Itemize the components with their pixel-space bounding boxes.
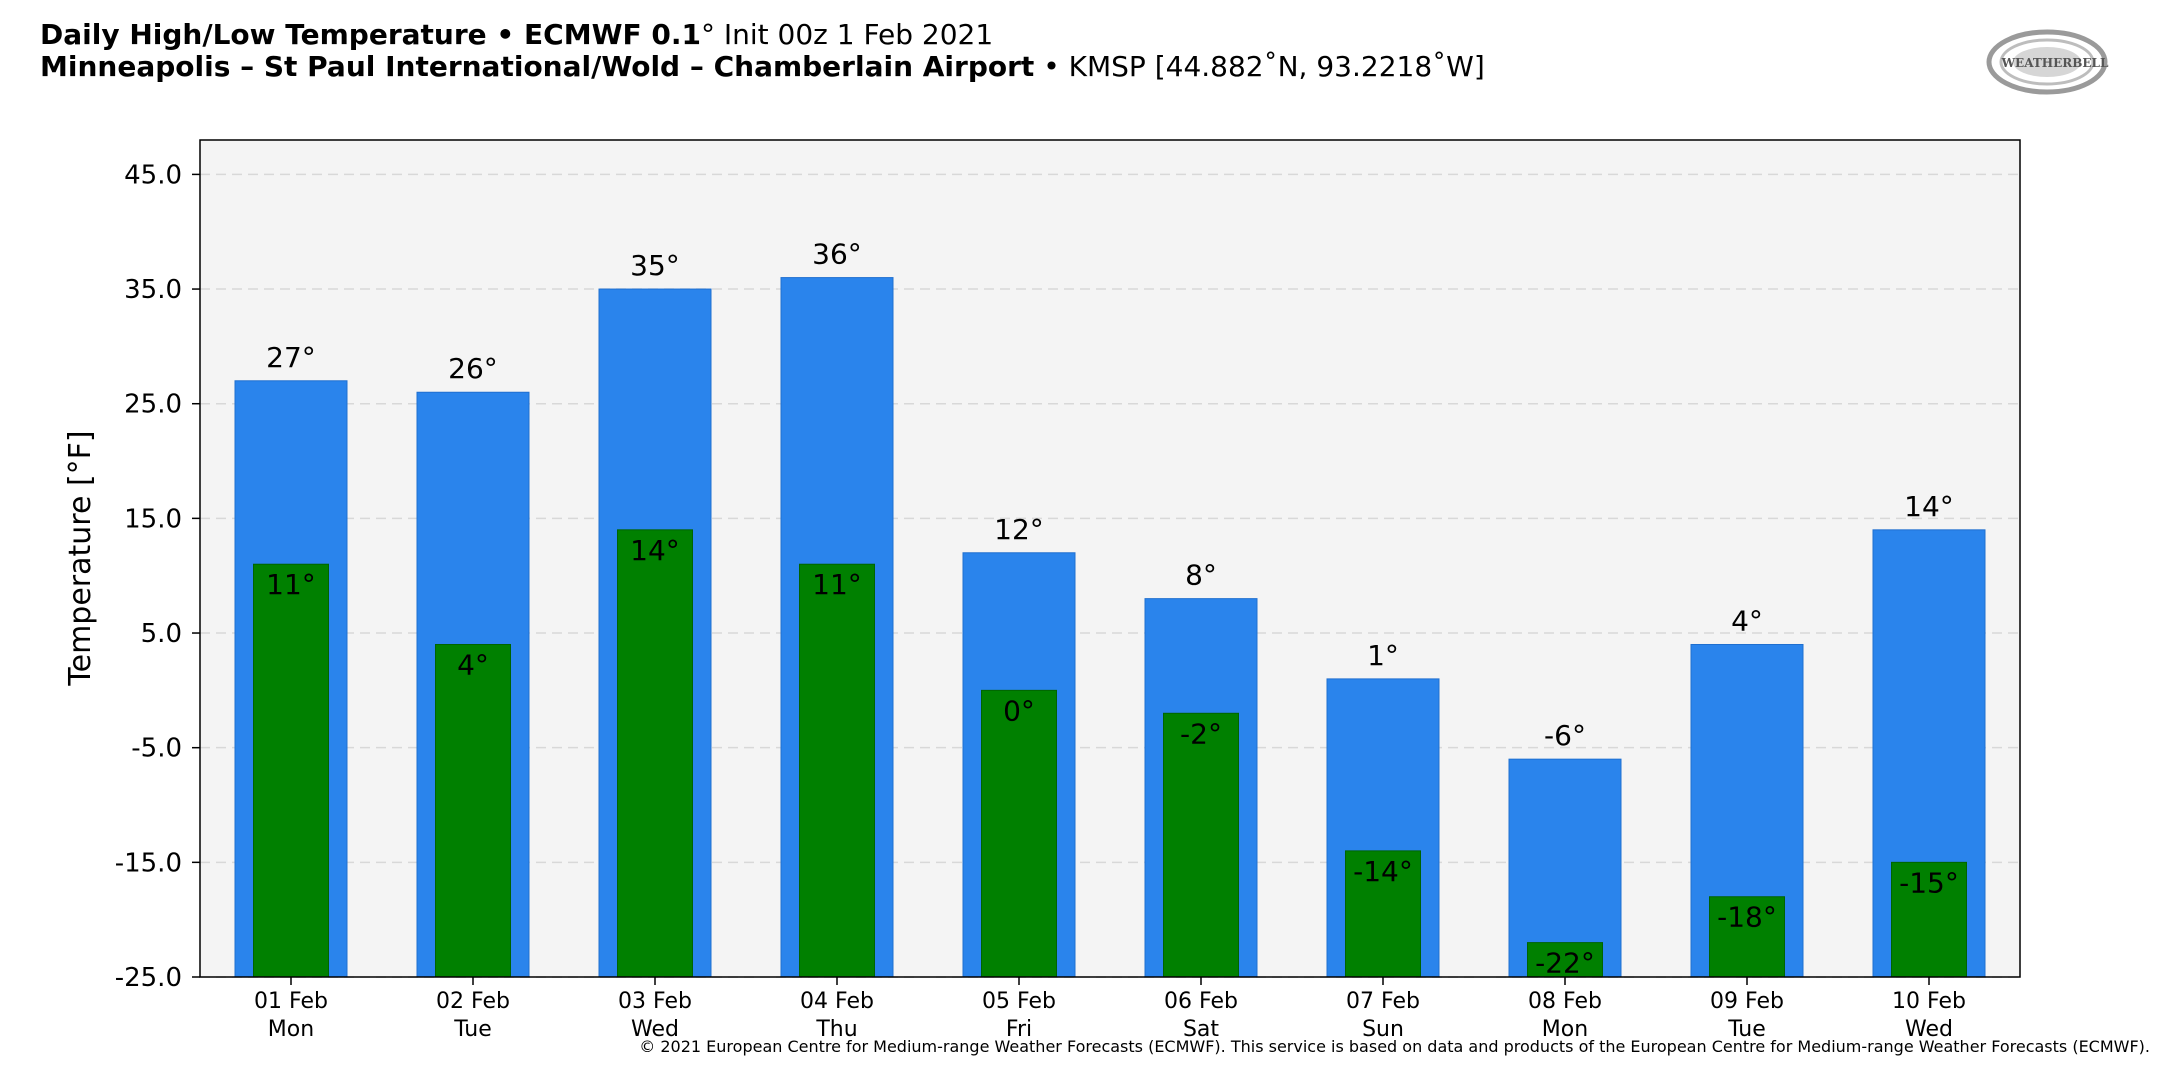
logo-text: WEATHERBELL [2001, 56, 2109, 70]
high-temp-label: 36° [812, 238, 862, 271]
low-temp-label: -18° [1717, 901, 1777, 934]
chart-title-main: Daily High/Low Temperature • ECMWF 0.1 [40, 18, 701, 51]
low-temp-bar [981, 689, 1057, 978]
x-tick-label-day: Sun [1362, 1017, 1404, 1042]
high-temp-label: 35° [630, 249, 680, 282]
y-tick-label: -5.0 [131, 734, 182, 764]
low-temp-label: 11° [266, 568, 316, 601]
high-temp-label: 1° [1367, 639, 1399, 672]
high-temp-label: 12° [994, 513, 1044, 546]
y-tick-label: 35.0 [124, 275, 182, 305]
x-tick-label-day: Fri [1006, 1017, 1032, 1042]
x-tick-label-day: Tue [1727, 1017, 1766, 1042]
x-tick-label-date: 10 Feb [1892, 989, 1966, 1014]
high-temp-label: 4° [1731, 604, 1763, 637]
high-temp-label: 26° [448, 352, 498, 385]
station-coords: • KMSP [44.882˚N, 93.2218˚W] [1034, 50, 1485, 83]
y-tick-label: 25.0 [124, 390, 182, 420]
low-temp-bar [1709, 896, 1785, 978]
x-tick-label-date: 08 Feb [1528, 989, 1602, 1014]
x-tick-label-date: 04 Feb [800, 989, 874, 1014]
y-axis: 45.0 35.0 25.0 15.0 5.0 -5.0 -15.0 -25.0 [115, 160, 200, 993]
x-tick-label-date: 07 Feb [1346, 989, 1420, 1014]
weatherbell-logo-icon: WEATHERBELL [1986, 29, 2109, 95]
low-temp-label: -22° [1535, 947, 1595, 980]
low-temp-bar [1891, 861, 1967, 978]
low-temp-label: -2° [1180, 717, 1222, 750]
x-tick-label-date: 05 Feb [982, 989, 1056, 1014]
high-temp-label: 8° [1185, 559, 1217, 592]
high-temp-bar [1508, 758, 1622, 978]
chart-title: Daily High/Low Temperature • ECMWF 0.1° … [40, 18, 993, 51]
station-name: Minneapolis – St Paul International/Wold… [40, 50, 1035, 83]
y-tick-label: -15.0 [115, 848, 182, 878]
low-temp-label: 14° [630, 534, 680, 567]
y-tick-label: 15.0 [124, 504, 182, 534]
y-tick-label: -25.0 [115, 963, 182, 993]
low-temp-bar [435, 643, 511, 978]
x-tick-label-day: Wed [1905, 1017, 1953, 1042]
y-axis-label: Temperature [°F] [63, 430, 98, 686]
x-tick-label-day: Sat [1183, 1017, 1219, 1042]
low-temp-label: 11° [812, 568, 862, 601]
low-temp-label: 4° [457, 648, 489, 681]
low-temp-label: -15° [1899, 866, 1959, 899]
x-tick-label-date: 01 Feb [254, 989, 328, 1014]
x-tick-label-date: 03 Feb [618, 989, 692, 1014]
x-tick-label-day: Thu [815, 1017, 857, 1042]
low-temp-bar [253, 563, 329, 978]
low-temp-bar [1163, 712, 1239, 978]
low-temp-bar [617, 529, 693, 978]
low-temp-bar [799, 563, 875, 978]
low-temp-label: -14° [1353, 855, 1413, 888]
high-temp-label: -6° [1544, 719, 1586, 752]
chart-title-init: Init 00z 1 Feb 2021 [714, 18, 994, 51]
y-tick-label: 5.0 [141, 619, 182, 649]
low-temp-bar [1345, 850, 1421, 978]
plot-frame [199, 139, 2021, 978]
chart-subtitle: Minneapolis – St Paul International/Wold… [40, 50, 1485, 83]
x-tick-label-date: 09 Feb [1710, 989, 1784, 1014]
copyright-footer: © 2021 European Centre for Medium-range … [639, 1037, 2150, 1056]
x-tick-label-day: Tue [453, 1017, 492, 1042]
x-tick-label-day: Mon [268, 1017, 314, 1042]
high-temp-label: 14° [1904, 490, 1954, 523]
x-tick-label-day: Wed [631, 1017, 679, 1042]
x-tick-label-date: 06 Feb [1164, 989, 1238, 1014]
x-tick-label-day: Mon [1542, 1017, 1588, 1042]
low-temp-label: 0° [1003, 694, 1035, 727]
high-temp-label: 27° [266, 341, 316, 374]
x-axis: 01 Feb Mon 02 Feb Tue 03 Feb Wed 04 Feb Thu 05 F… [254, 977, 1966, 1042]
bars: 27° 26° 35° 36° 12° 8° 1° -6° 4° 14° 11° 4° 14° 11° 0°… [234, 238, 1986, 980]
y-tick-label: 45.0 [124, 160, 182, 190]
chart-title-degree: ° [700, 18, 715, 51]
x-tick-label-date: 02 Feb [436, 989, 510, 1014]
